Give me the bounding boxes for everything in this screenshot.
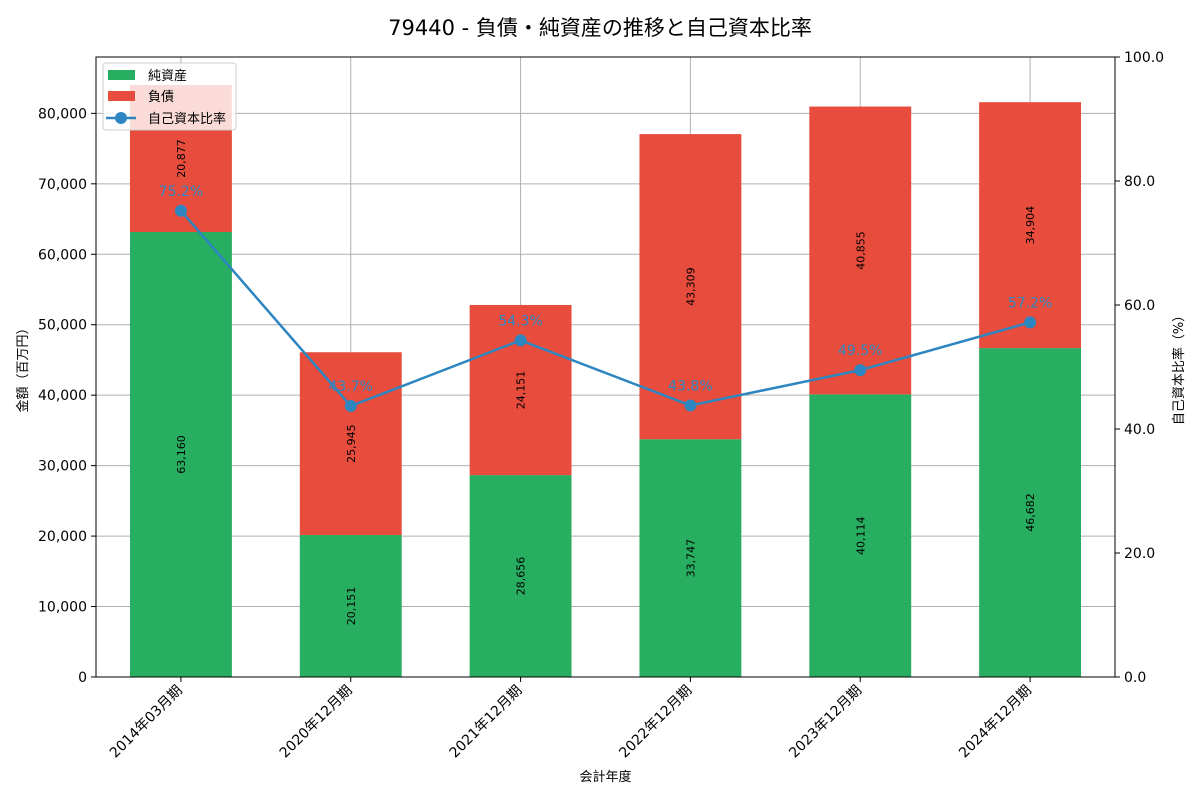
bar-net-assets [299, 535, 402, 677]
bar-net-assets [469, 475, 572, 677]
ratio-marker [344, 400, 357, 413]
bar-label-net-assets: 46,682 [1024, 493, 1037, 532]
gridlines [96, 57, 1115, 678]
bar-value-labels: 63,160 20,877 20,151 25,945 28,656 24,151 33,7… [175, 139, 1037, 625]
ratio-line [179, 209, 1031, 408]
bar-liabilities [979, 102, 1082, 349]
bar-liabilities [639, 134, 742, 440]
bar-label-net-assets: 33,747 [684, 539, 697, 578]
bar-liabilities [809, 106, 912, 395]
y2-tick-label: 60.0 [1124, 298, 1155, 314]
ratio-label: 54.3% [498, 313, 542, 329]
y-tick-label: 60,000 [38, 247, 87, 263]
legend-swatch-net-assets [108, 70, 135, 80]
y2-tick-label: 80.0 [1124, 174, 1155, 190]
legend-box [102, 62, 237, 131]
y-tick-label: 40,000 [38, 388, 87, 404]
ratio-marker [1024, 316, 1037, 329]
bar-net-assets [979, 348, 1082, 677]
x-tick-label: 2023年12月期 [786, 683, 865, 762]
bar-net-assets [639, 439, 742, 677]
legend-label-liabilities: 負債 [148, 90, 174, 105]
bar-label-liabilities: 24,151 [515, 371, 528, 410]
legend-swatch-liabilities [108, 91, 135, 101]
bar-label-liabilities: 25,945 [345, 424, 358, 463]
ratio-label: 57.2% [1008, 295, 1052, 311]
bar-label-net-assets: 63,160 [175, 435, 188, 474]
x-axis-title: 会計年度 [579, 769, 631, 785]
y-axis-title: 金額（百万円） [15, 321, 31, 412]
bar-label-liabilities: 43,309 [684, 267, 697, 306]
y-tick-label: 20,000 [38, 529, 87, 545]
legend-marker-ratio [115, 112, 127, 124]
y-tick-label: 0 [78, 670, 87, 686]
ratio-label: 43.7% [329, 379, 373, 395]
y2-tick-label: 0.0 [1124, 670, 1146, 686]
ratio-label: 75.2% [159, 184, 203, 200]
bar-label-liabilities: 34,904 [1024, 206, 1037, 245]
y-tick-label: 10,000 [38, 600, 87, 616]
bar-series [129, 84, 1082, 677]
y-tick-label: 70,000 [38, 177, 87, 193]
ratio-label: 49.5% [838, 343, 882, 359]
x-tick-label: 2014年03月期 [107, 683, 186, 762]
y2-tick-label: 40.0 [1124, 422, 1155, 438]
ratio-marker [854, 364, 867, 377]
y-tick-label: 30,000 [38, 459, 87, 475]
bar-label-liabilities: 20,877 [175, 139, 188, 178]
x-tick-label: 2024年12月期 [956, 683, 1035, 762]
legend-label-ratio: 自己資本比率 [148, 111, 226, 127]
x-tick-label: 2020年12月期 [277, 683, 356, 762]
legend-label-net-assets: 純資産 [148, 68, 187, 84]
y-tick-label: 50,000 [38, 318, 87, 334]
bar-label-net-assets: 28,656 [515, 557, 528, 596]
x-tick-label: 2022年12月期 [616, 683, 695, 762]
ratio-marker [514, 334, 527, 347]
x-tick-label: 2021年12月期 [447, 683, 526, 762]
bar-net-assets [129, 232, 232, 677]
y-tick-label: 80,000 [38, 106, 87, 122]
plot-frame [95, 56, 1116, 678]
ratio-marker [174, 204, 187, 217]
bar-liabilities [299, 352, 402, 536]
bar-label-net-assets: 20,151 [345, 587, 358, 626]
ratio-label: 43.8% [668, 378, 712, 394]
bar-label-liabilities: 40,855 [854, 231, 867, 270]
bar-liabilities [469, 304, 572, 476]
y2-tick-label: 100.0 [1124, 50, 1164, 66]
y2-axis-title: 自己資本比率（%） [1171, 309, 1187, 425]
ratio-marker [684, 399, 697, 412]
bar-label-net-assets: 40,114 [854, 516, 867, 555]
y2-tick-label: 20.0 [1124, 546, 1155, 562]
bar-net-assets [809, 394, 912, 677]
chart-title: 79440 - 負債・純資産の推移と自己資本比率 [388, 16, 812, 40]
ratio-line-series: 75.2% 43.7% 54.3% 43.8% 49.5% 57.2% [159, 184, 1052, 413]
